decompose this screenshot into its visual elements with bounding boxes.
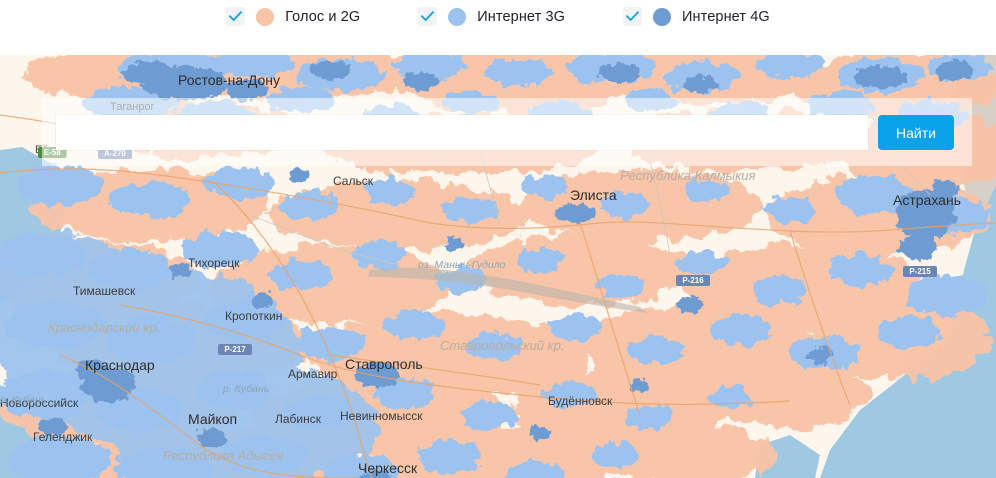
map-city-label: Тимашевск: [73, 284, 136, 298]
road-shield-label: Р-216: [682, 276, 704, 285]
coverage-layer-4g: [38, 61, 975, 478]
map-city-label: Геленджик: [33, 430, 93, 444]
map-city-label: Тихорецк: [188, 256, 240, 270]
map-city-label: Будённовск: [548, 394, 613, 408]
map-city-label: Лабинск: [275, 412, 322, 426]
map-city-label: Кропоткин: [225, 309, 282, 323]
legend-label: Голос и 2G: [285, 8, 361, 25]
search-button[interactable]: Найти: [878, 115, 954, 150]
map-city-label: Армавир: [288, 367, 338, 381]
map-city-label: Майкоп: [188, 411, 237, 427]
legend-color-swatch: [448, 7, 467, 26]
map-city-label: Ставрополь: [345, 356, 423, 372]
map-city-label: Сальск: [333, 174, 374, 188]
legend-label: Интернет 3G: [477, 8, 566, 25]
map-region-label: Ставропольский кр.: [440, 338, 565, 353]
lake-manych-gudilo: [368, 267, 648, 313]
road-shield: [218, 344, 252, 355]
map-region-label: Республика Адыгея: [163, 448, 284, 463]
map-city-label: Невинномысск: [340, 409, 423, 423]
road-shield-label: Р-215: [909, 267, 931, 276]
legend-checkbox[interactable]: [226, 7, 246, 26]
map-roads: [0, 114, 996, 478]
legend-item-2[interactable]: Интернет 3G: [418, 7, 565, 26]
map-water-label: р. Кубань: [222, 383, 269, 395]
map-water-label: оз. Маныч-Гудило: [418, 259, 506, 271]
caspian-sea: [820, 185, 996, 478]
road-shield-label: Р-217: [224, 345, 246, 354]
road-shield: [676, 275, 710, 286]
legend-color-swatch: [256, 7, 275, 26]
map-region-label: Краснодарский кр.: [48, 320, 160, 335]
map-city-label: Ростов-на-Дону: [178, 72, 280, 88]
search-input[interactable]: [56, 115, 868, 150]
legend-bar: Голос и 2G Интернет 3G Интернет 4G: [0, 0, 996, 55]
legend-item-3[interactable]: Интернет 4G: [623, 7, 770, 26]
map-city-label: Элиста: [570, 187, 617, 203]
map-water-label: р. Кубань: [0, 394, 46, 406]
road-shield: [903, 266, 937, 277]
map-city-label: Астрахань: [893, 192, 961, 208]
check-icon: [229, 11, 243, 21]
map-region-label: Республика Калмыкия: [620, 168, 756, 183]
legend-label: Интернет 4G: [682, 8, 770, 25]
legend-item-1[interactable]: Голос и 2G: [226, 7, 360, 26]
legend-checkbox[interactable]: [623, 7, 643, 26]
map-city-label: Черкесск: [358, 460, 418, 476]
check-icon: [626, 11, 639, 21]
map-city-label: Новороссийск: [0, 396, 79, 410]
map-city-label: Краснодар: [85, 357, 155, 373]
legend-color-swatch: [653, 7, 672, 26]
check-icon: [421, 11, 435, 21]
legend-checkbox[interactable]: [418, 7, 438, 26]
